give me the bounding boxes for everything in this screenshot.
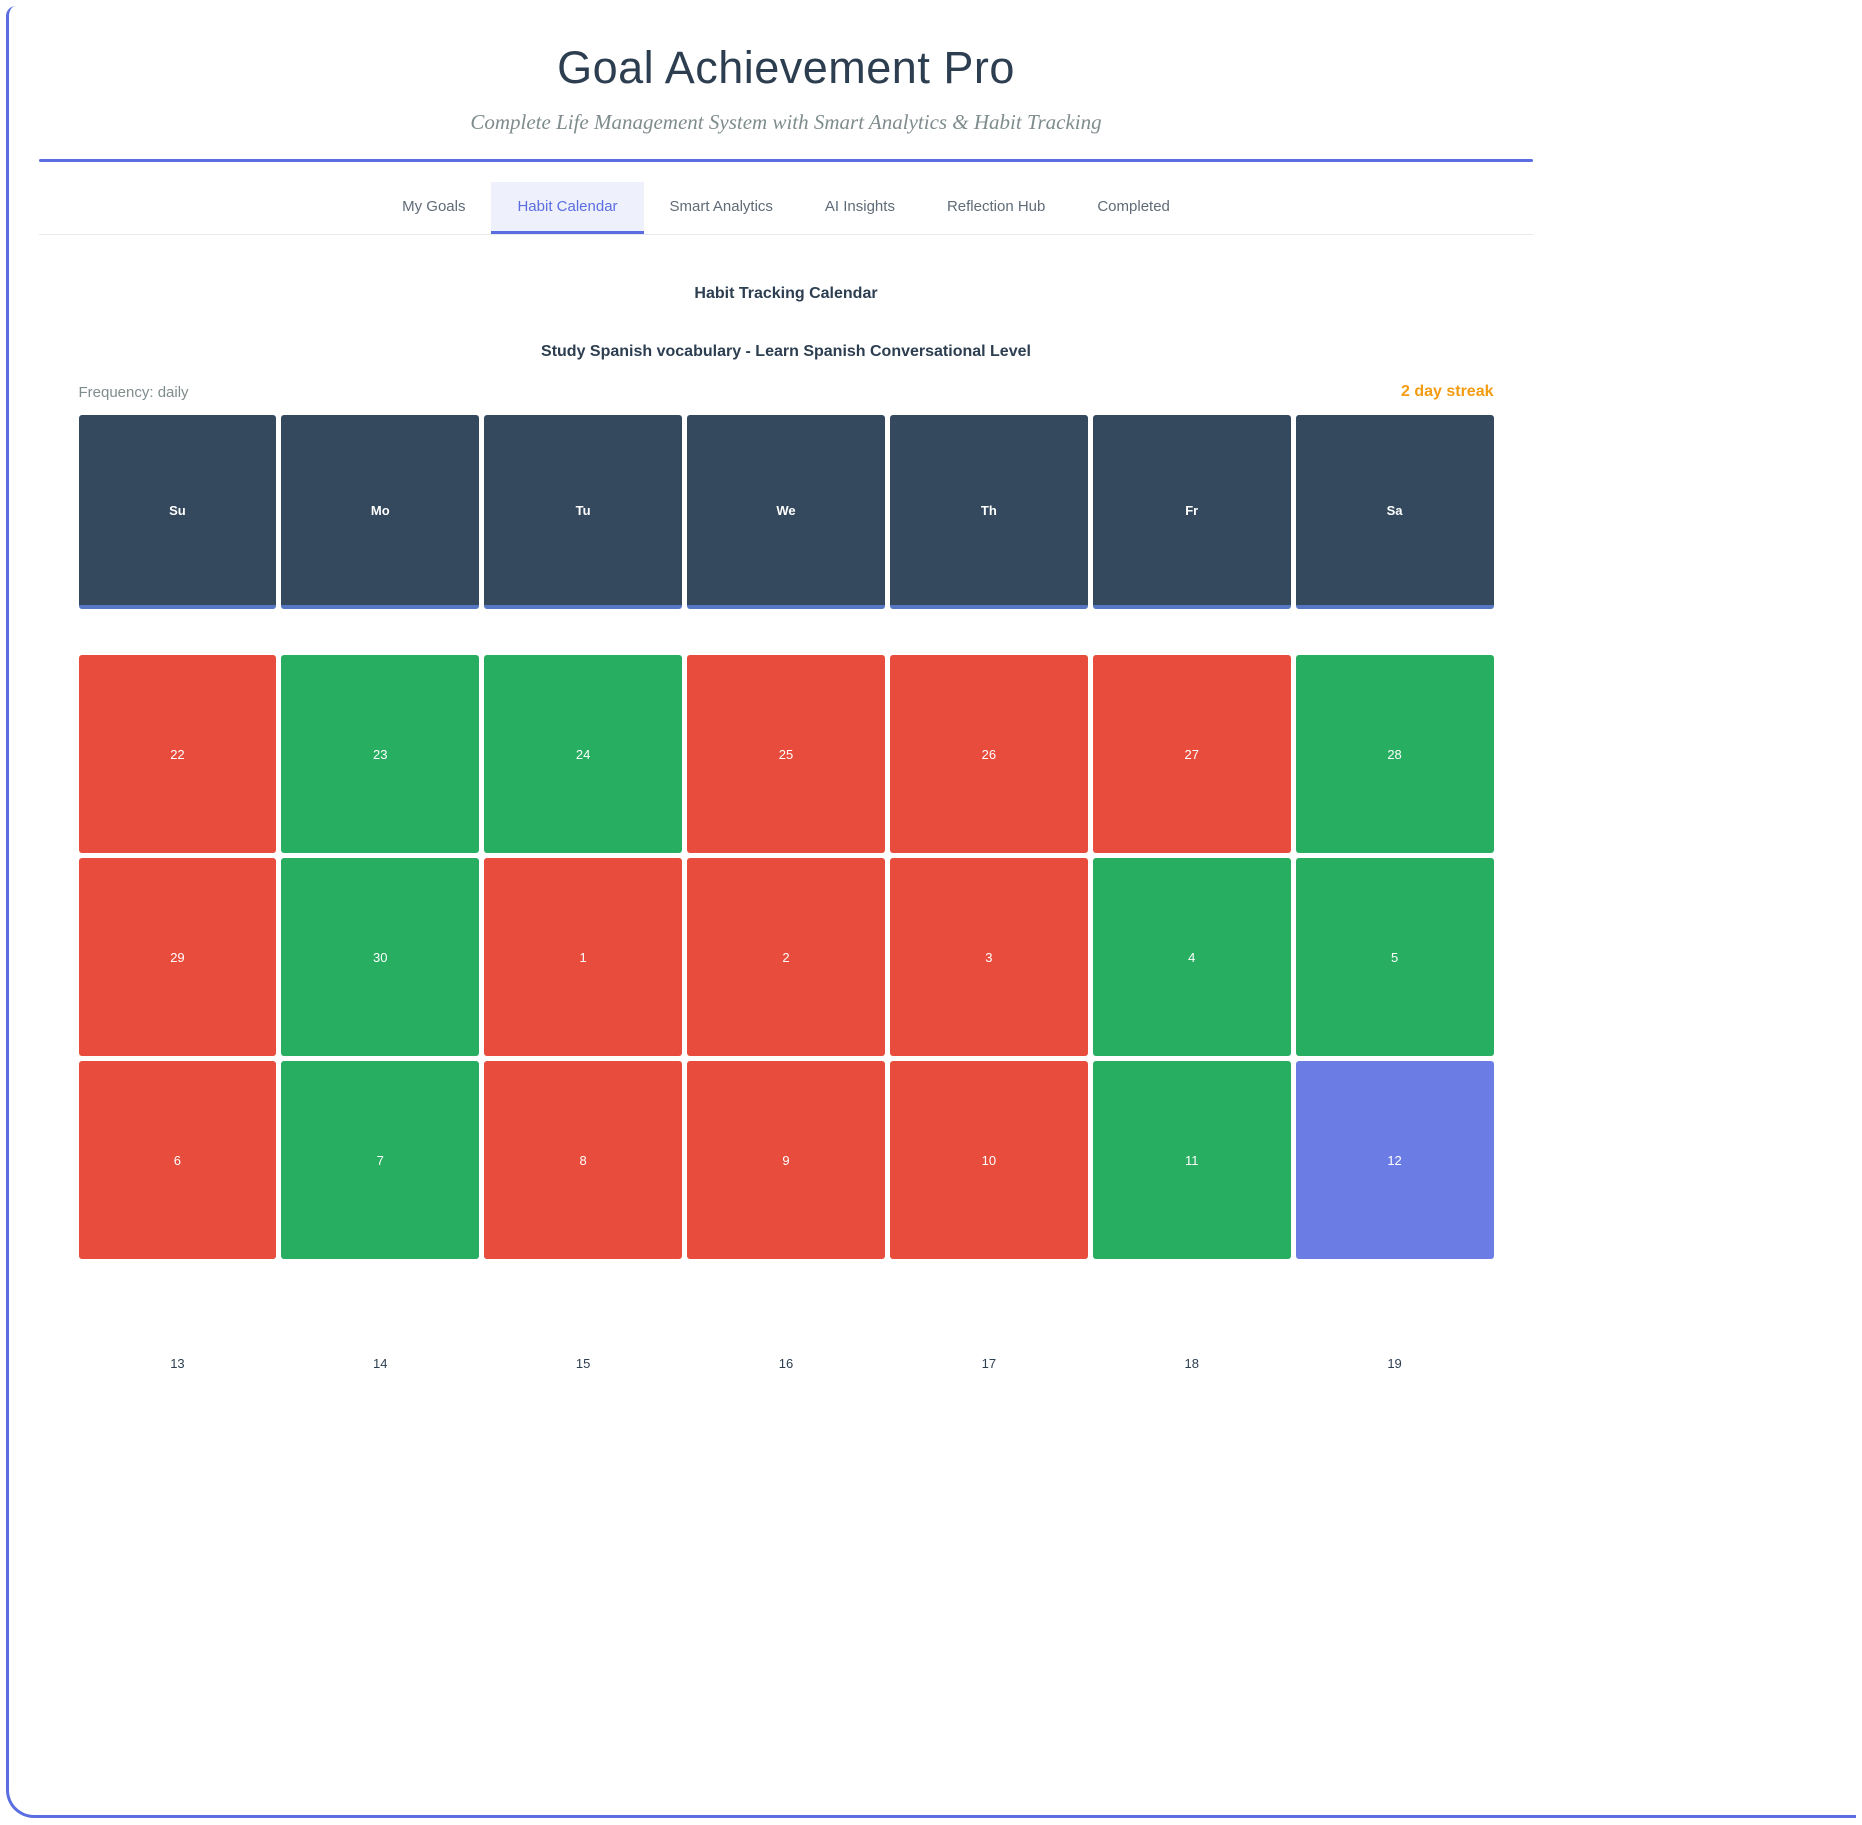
calendar-day-cell[interactable]: 11 <box>1092 1061 1291 1259</box>
frequency-label: Frequency: daily <box>78 383 189 401</box>
page: Goal Achievement Pro Complete Life Manag… <box>6 6 1856 1818</box>
content-container: Goal Achievement Pro Complete Life Manag… <box>39 6 1533 1462</box>
calendar-day-cell[interactable]: 16 <box>778 1355 794 1371</box>
calendar-day-cell[interactable]: 19 <box>1387 1355 1402 1371</box>
calendar-day-cell[interactable]: 23 <box>281 655 480 853</box>
calendar-day-cell[interactable]: 25 <box>687 655 885 853</box>
calendar-day-cell[interactable]: 10 <box>889 1061 1088 1259</box>
tab-habit-calendar[interactable]: Habit Calendar <box>491 182 644 234</box>
day-header-cell-tu: Tu <box>484 415 683 609</box>
calendar-day-cell[interactable]: 17 <box>981 1355 997 1371</box>
calendar-day-cell[interactable]: 3 <box>889 858 1088 1056</box>
header-divider <box>39 159 1533 162</box>
calendar-day-cell[interactable]: 2 <box>687 858 885 1056</box>
app-header: Goal Achievement Pro Complete Life Manag… <box>39 6 1533 162</box>
main-content: Habit Tracking Calendar Study Spanish vo… <box>39 285 1533 1462</box>
day-header-cell-sa: Sa <box>1295 415 1494 609</box>
calendar-day-cell[interactable]: 12 <box>1295 1061 1494 1259</box>
day-header-cell-we: We <box>687 415 885 609</box>
habit-calendar: Frequency: daily 2 day streak Su Mo Tu We Th… <box>78 383 1494 1462</box>
day-header-cell-mo: Mo <box>281 415 480 609</box>
calendar-day-cell[interactable]: 8 <box>484 1061 683 1259</box>
calendar-day-cell[interactable]: 15 <box>575 1355 591 1371</box>
calendar-day-cell[interactable]: 4 <box>1092 858 1291 1056</box>
calendar-day-cell[interactable]: 30 <box>281 858 480 1056</box>
tab-reflection-hub[interactable]: Reflection Hub <box>921 182 1071 234</box>
calendar-day-cell[interactable]: 18 <box>1184 1355 1199 1371</box>
page-subtitle: Complete Life Management System with Sma… <box>470 110 1102 134</box>
tab-my-goals[interactable]: My Goals <box>376 182 491 234</box>
calendar-day-cell[interactable]: 7 <box>281 1061 480 1259</box>
calendar-day-cell[interactable]: 27 <box>1092 655 1291 853</box>
habit-title: Study Spanish vocabulary - Learn Spanish… <box>541 343 1031 360</box>
calendar-day-cell[interactable]: 5 <box>1295 858 1494 1056</box>
calendar-meta-row: Frequency: daily 2 day streak <box>79 383 1494 401</box>
day-header-cell-th: Th <box>889 415 1088 609</box>
section-heading: Habit Tracking Calendar <box>694 285 878 302</box>
calendar-day-cell[interactable]: 9 <box>687 1061 885 1259</box>
calendar-day-cell[interactable]: 29 <box>78 858 277 1056</box>
habit-calendar-grid: 22 23 24 25 26 27 28 29 30 1 2 3 4 5 6 7 8 9 10 11 12 13 14 15 1… <box>78 655 1494 1462</box>
tab-completed[interactable]: Completed <box>1071 182 1196 234</box>
tab-smart-analytics[interactable]: Smart Analytics <box>644 182 799 234</box>
day-header-cell-su: Su <box>78 415 277 609</box>
tab-bar: My Goals Habit Calendar Smart Analytics AI … <box>39 182 1533 235</box>
calendar-day-cell[interactable]: 22 <box>78 655 277 853</box>
day-header-cell-fr: Fr <box>1092 415 1291 609</box>
calendar-day-cell[interactable]: 6 <box>78 1061 277 1259</box>
calendar-day-cell[interactable]: 26 <box>889 655 1088 853</box>
tab-ai-insights[interactable]: AI Insights <box>799 182 921 234</box>
streak-badge: 2 day streak <box>1400 383 1494 400</box>
calendar-day-cell[interactable]: 13 <box>170 1355 185 1371</box>
calendar-day-cell[interactable]: 1 <box>484 858 683 1056</box>
calendar-day-cell[interactable]: 14 <box>373 1355 388 1371</box>
calendar-day-cell[interactable]: 28 <box>1295 655 1494 853</box>
calendar-day-cell[interactable]: 24 <box>484 655 683 853</box>
day-header-row: Su Mo Tu We Th Fr Sa <box>78 415 1494 609</box>
page-title: Goal Achievement Pro <box>557 42 1015 93</box>
